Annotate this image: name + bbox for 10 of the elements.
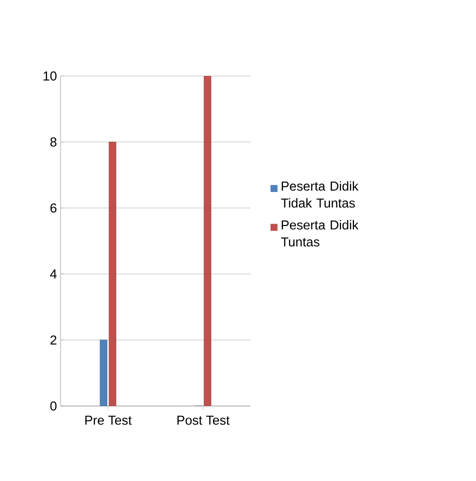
x-tick-label: Pre Test [86,416,132,425]
x-tick-label: Post Test [178,416,230,425]
legend-label: Peserta Didik Tuntas [281,220,359,246]
legend-label: Peserta Didik Tidak Tuntas [281,181,359,208]
y-tick-label: 0 [50,401,57,411]
y-tick-label: 2 [50,335,57,345]
y-tick-label: 10 [44,71,57,81]
y-tick-label: 8 [50,137,57,147]
y-tick-label: 4 [50,270,57,278]
y-tick-label: 6 [50,203,57,213]
